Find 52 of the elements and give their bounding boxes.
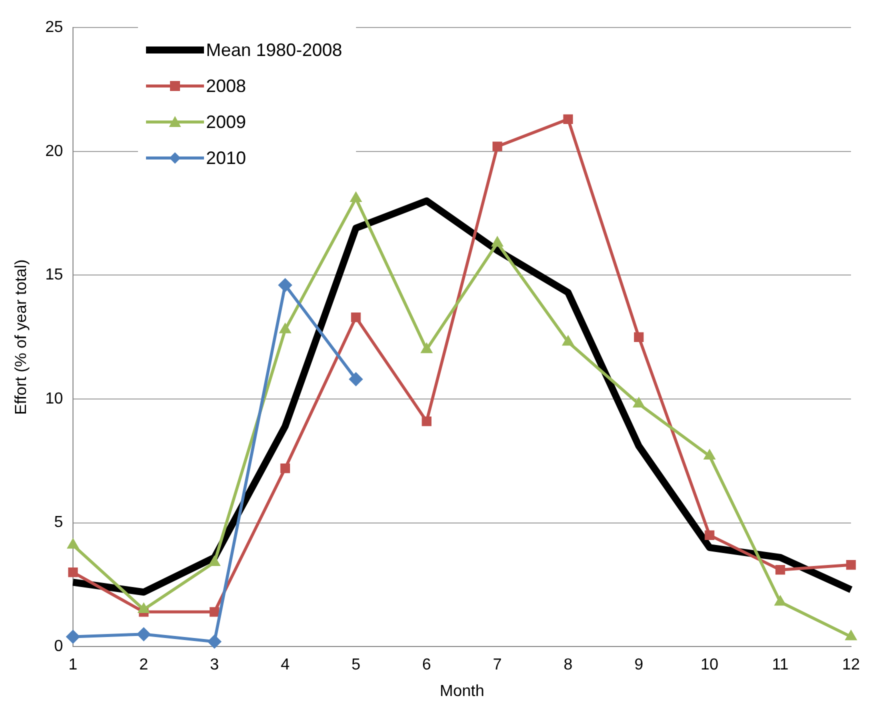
x-tick-label: 5 xyxy=(351,656,360,674)
point xyxy=(278,278,292,292)
point xyxy=(420,342,432,354)
point xyxy=(279,323,291,334)
point xyxy=(845,630,857,640)
point xyxy=(775,565,786,575)
y-axis-title: Effort (% of year total) xyxy=(13,259,30,415)
point xyxy=(67,538,79,549)
point xyxy=(846,560,856,570)
point xyxy=(563,114,573,124)
legend-label: 2008 xyxy=(206,76,246,96)
x-tick-label: 6 xyxy=(422,656,432,674)
y-tick-label: 5 xyxy=(54,514,64,532)
point xyxy=(208,556,220,566)
y-tick-label: 25 xyxy=(45,19,64,36)
point xyxy=(633,397,645,408)
y-tick-label: 10 xyxy=(45,390,64,408)
point xyxy=(704,530,714,540)
x-tick-label: 9 xyxy=(634,656,644,674)
x-tick-label: 10 xyxy=(700,656,719,674)
point xyxy=(210,607,220,617)
point xyxy=(208,634,222,648)
point xyxy=(492,142,502,152)
point xyxy=(422,416,432,426)
point xyxy=(136,627,151,642)
point xyxy=(704,449,716,460)
point xyxy=(138,602,150,614)
x-tick-label: 12 xyxy=(842,656,860,674)
y-tick-label: 0 xyxy=(54,638,64,656)
point xyxy=(68,567,78,578)
x-tick-label: 2 xyxy=(139,656,148,674)
y-tick-label: 15 xyxy=(45,266,64,284)
x-axis-title: Month xyxy=(440,682,484,700)
legend-label: Mean 1980-2008 xyxy=(206,40,342,60)
point xyxy=(350,192,362,202)
x-tick-label: 7 xyxy=(492,656,502,674)
x-tick-label: 4 xyxy=(280,656,290,674)
x-tick-label: 8 xyxy=(564,656,573,674)
point xyxy=(66,630,80,644)
point xyxy=(562,335,574,346)
x-tick-label: 3 xyxy=(210,656,219,674)
point xyxy=(280,463,290,474)
legend-label: 2009 xyxy=(206,112,246,132)
x-tick-label: 11 xyxy=(772,656,789,674)
point xyxy=(349,372,363,386)
point xyxy=(492,236,504,247)
y-tick-label: 20 xyxy=(45,142,64,160)
legend-label: 2010 xyxy=(206,148,246,168)
point xyxy=(774,595,786,606)
x-tick-label: 1 xyxy=(68,656,78,674)
point xyxy=(634,332,644,342)
point xyxy=(351,312,361,322)
